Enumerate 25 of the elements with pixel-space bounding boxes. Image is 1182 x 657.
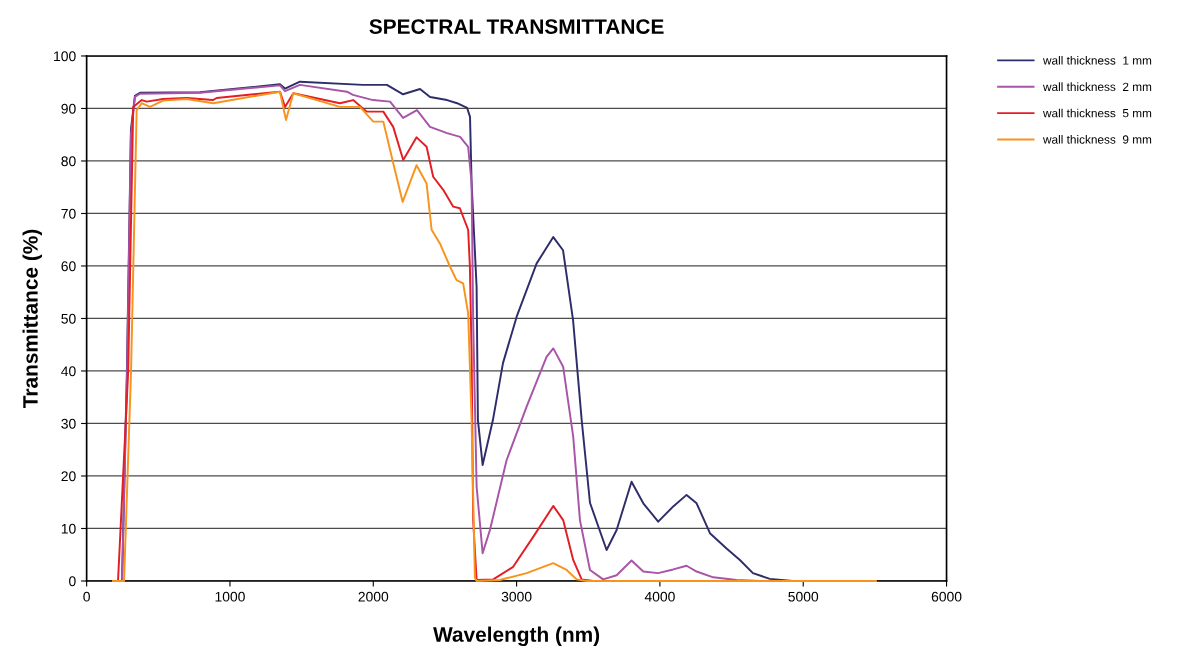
x-axis-title: Wavelength (nm) [433,626,600,647]
y-tick-label: 20 [61,471,76,482]
x-tick-label: 4000 [644,591,675,602]
x-tick-label: 6000 [931,591,962,602]
chart-title: SPECTRAL TRANSMITTANCE [369,19,664,34]
y-tick-label: 40 [61,366,76,377]
y-tick-label: 0 [69,576,76,587]
x-tick-label: 5000 [788,591,819,602]
y-tick-label: 80 [61,156,76,167]
y-tick-label: 90 [61,103,76,114]
legend-label: wall thickness 2 mm [1042,82,1152,91]
x-tick-label: 2000 [358,591,389,602]
y-tick-label: 10 [61,523,76,534]
y-tick-label: 50 [61,313,76,324]
y-tick-label: 100 [54,51,76,62]
legend-label: wall thickness 5 mm [1042,108,1152,118]
legend-label: wall thickness 1 mm [1042,55,1152,65]
y-tick-label: 70 [61,208,76,219]
y-tick-label: 30 [61,418,76,429]
x-tick-label: 3000 [501,591,532,602]
legend-label: wall thickness 9 mm [1042,135,1152,144]
x-tick-label: 0 [83,591,90,602]
x-tick-label: 1000 [215,591,245,602]
y-tick-label: 60 [61,261,76,272]
y-axis-title: Transmittance (%) [22,229,42,408]
